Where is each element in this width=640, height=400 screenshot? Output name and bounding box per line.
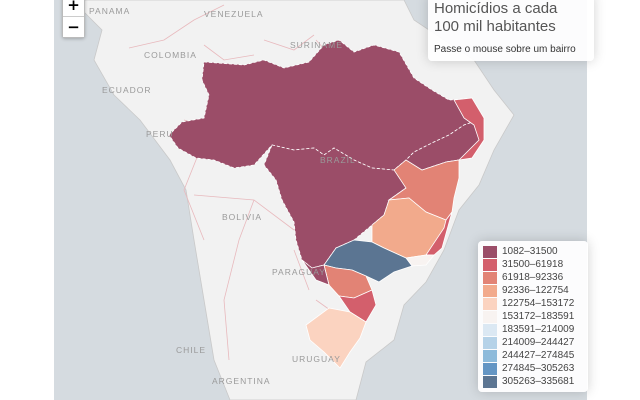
legend-row: 244427–274845 xyxy=(483,349,585,362)
label-argentina: ARGENTINA xyxy=(212,376,271,386)
info-hint: Passe o mouse sobre um bairro xyxy=(434,44,576,55)
zoom-out-button[interactable]: − xyxy=(63,16,84,37)
zoom-in-button[interactable]: + xyxy=(63,0,84,16)
map-labels: PANAMA VENEZUELA SURINAME COLOMBIA ECUAD… xyxy=(89,6,356,386)
label-colombia: COLOMBIA xyxy=(144,50,197,60)
label-paraguay: PARAGUAY xyxy=(272,267,326,277)
info-title: Homicídios a cada 100 mil habitantes xyxy=(434,0,588,36)
label-brazil: BRAZIL xyxy=(320,155,356,165)
zoom-control: + − xyxy=(62,0,85,38)
label-ecuador: ECUADOR xyxy=(102,85,152,95)
legend-label: 153172–183591 xyxy=(502,311,575,322)
legend-swatch xyxy=(483,323,497,336)
legend-row: 1082–31500 xyxy=(483,245,585,258)
legend-row: 305263–335681 xyxy=(483,375,585,388)
legend-swatch xyxy=(483,297,497,310)
legend-label: 274845–305263 xyxy=(502,363,575,374)
legend-label: 92336–122754 xyxy=(502,285,569,296)
region-north-east[interactable] xyxy=(445,97,485,163)
legend-row: 31500–61918 xyxy=(483,258,585,271)
legend-swatch xyxy=(483,375,497,388)
legend-swatch xyxy=(483,336,497,349)
legend-swatch xyxy=(483,362,497,375)
region-rio-grande-do-sul[interactable] xyxy=(305,307,367,369)
legend-row: 92336–122754 xyxy=(483,284,585,297)
legend-row: 274845–305263 xyxy=(483,362,585,375)
brazil-choropleth[interactable] xyxy=(168,39,485,369)
legend-row: 214009–244427 xyxy=(483,336,585,349)
legend-label: 244427–274845 xyxy=(502,350,575,361)
legend-label: 122754–153172 xyxy=(502,298,575,309)
page-margin-left xyxy=(0,0,54,400)
legend-row: 122754–153172 xyxy=(483,297,585,310)
page-margin-right xyxy=(587,0,640,400)
legend-label: 183591–214009 xyxy=(502,324,575,335)
label-chile: CHILE xyxy=(176,345,206,355)
legend-swatch xyxy=(483,271,497,284)
legend-row: 153172–183591 xyxy=(483,310,585,323)
legend: 1082–31500 31500–61918 61918–92336 92336–12… xyxy=(478,241,588,392)
legend-swatch xyxy=(483,258,497,271)
legend-swatch xyxy=(483,349,497,362)
label-peru: PERU xyxy=(146,129,174,139)
info-title-line1: Homicídios a cada xyxy=(434,0,558,17)
info-panel: Homicídios a cada 100 mil habitantes Pas… xyxy=(428,0,594,61)
label-venezuela: VENEZUELA xyxy=(204,9,264,19)
label-bolivia: BOLIVIA xyxy=(222,212,262,222)
label-uruguay: URUGUAY xyxy=(292,354,341,364)
label-suriname: SURINAME xyxy=(290,40,343,50)
map-canvas[interactable]: PANAMA VENEZUELA SURINAME COLOMBIA ECUAD… xyxy=(54,0,587,400)
info-title-line2: 100 mil habitantes xyxy=(434,18,556,35)
legend-label: 1082–31500 xyxy=(502,246,558,257)
legend-label: 31500–61918 xyxy=(502,259,564,270)
legend-swatch xyxy=(483,284,497,297)
legend-label: 214009–244427 xyxy=(502,337,575,348)
legend-row: 61918–92336 xyxy=(483,271,585,284)
legend-swatch xyxy=(483,310,497,323)
legend-label: 61918–92336 xyxy=(502,272,564,283)
legend-row: 183591–214009 xyxy=(483,323,585,336)
legend-swatch xyxy=(483,245,497,258)
legend-label: 305263–335681 xyxy=(502,376,575,387)
region-mato-grosso-do-sul[interactable] xyxy=(301,259,330,286)
label-panama: PANAMA xyxy=(89,6,130,16)
